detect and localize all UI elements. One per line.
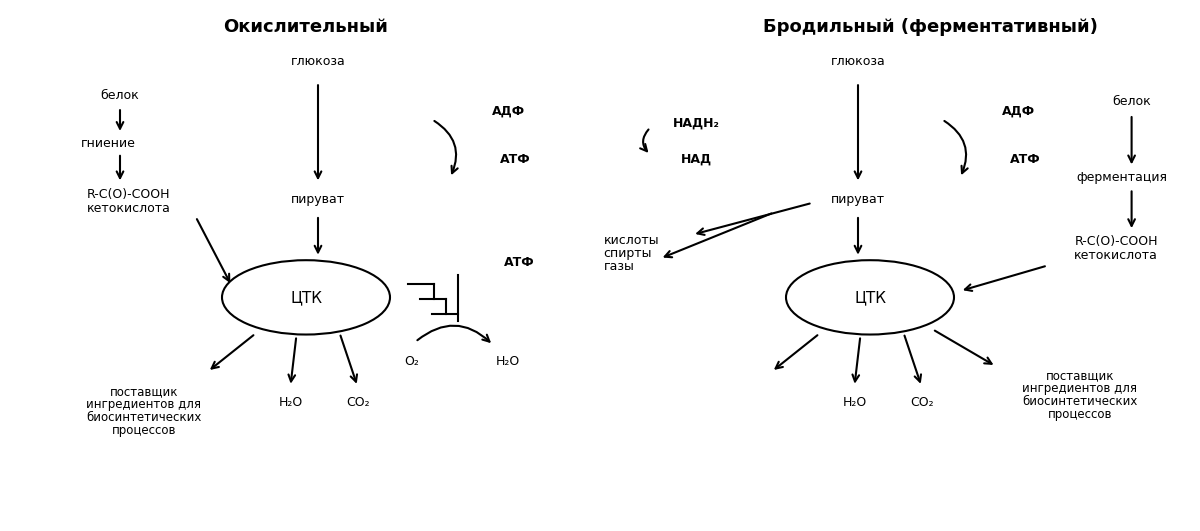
Text: АТФ: АТФ (1010, 153, 1042, 166)
Text: НАДН₂: НАДН₂ (672, 117, 720, 130)
Text: R-C(O)-СООН: R-C(O)-СООН (86, 189, 170, 201)
Text: CO₂: CO₂ (910, 396, 934, 409)
Text: ингредиентов для: ингредиентов для (1022, 382, 1138, 395)
Text: пируват: пируват (830, 193, 886, 205)
Circle shape (222, 260, 390, 335)
Text: АДФ: АДФ (492, 105, 526, 118)
Text: биосинтетических: биосинтетических (1022, 395, 1138, 408)
Text: ферментация: ферментация (1076, 172, 1168, 184)
Text: газы: газы (604, 260, 635, 273)
Text: процессов: процессов (112, 424, 176, 436)
Text: кетокислота: кетокислота (86, 202, 170, 215)
Text: O₂: O₂ (404, 355, 419, 367)
Text: пируват: пируват (290, 193, 346, 205)
Text: поставщик: поставщик (1045, 370, 1115, 382)
Text: поставщик: поставщик (109, 386, 179, 398)
Text: H₂O: H₂O (842, 396, 866, 409)
Text: биосинтетических: биосинтетических (86, 411, 202, 424)
Text: спирты: спирты (604, 247, 652, 260)
Text: АДФ: АДФ (1002, 105, 1036, 118)
Text: Бродильный (ферментативный): Бродильный (ферментативный) (762, 18, 1098, 36)
Text: белок: белок (1112, 96, 1151, 108)
Text: H₂O: H₂O (278, 396, 302, 409)
Text: кетокислота: кетокислота (1074, 250, 1158, 262)
Text: ЦТК: ЦТК (290, 290, 322, 305)
Text: НАД: НАД (680, 153, 712, 166)
Text: ЦТК: ЦТК (854, 290, 886, 305)
Text: процессов: процессов (1048, 408, 1112, 421)
Text: АТФ: АТФ (500, 153, 532, 166)
Text: кислоты: кислоты (604, 234, 659, 246)
Circle shape (786, 260, 954, 335)
Text: R-C(O)-СООН: R-C(O)-СООН (1074, 235, 1158, 248)
Text: CO₂: CO₂ (346, 396, 370, 409)
Text: гниение: гниение (80, 137, 136, 150)
Text: глюкоза: глюкоза (290, 55, 346, 67)
Text: белок: белок (101, 89, 139, 102)
Text: глюкоза: глюкоза (830, 55, 886, 67)
Text: ингредиентов для: ингредиентов для (86, 398, 202, 411)
Text: Окислительный: Окислительный (223, 18, 389, 36)
Text: H₂O: H₂O (496, 355, 520, 367)
Text: АТФ: АТФ (504, 256, 535, 269)
